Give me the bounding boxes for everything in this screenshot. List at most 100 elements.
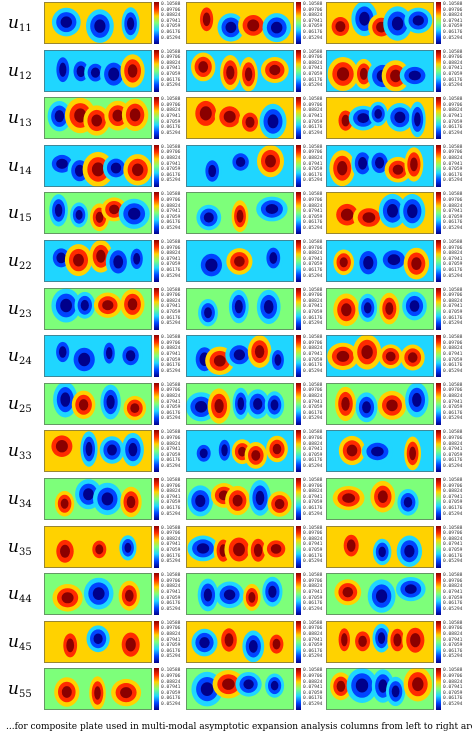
row-label-symbol: u bbox=[8, 251, 19, 271]
colorbar-tick-label: 0.10588 bbox=[303, 430, 323, 436]
figure-row: u13 0.10588 0.09706 0.08824 0.07941 0.07059 0.… bbox=[0, 97, 474, 140]
colorbar-tick-label: 0.10588 bbox=[443, 525, 463, 531]
colorbar-tick-label: 0.10588 bbox=[303, 335, 323, 341]
contour-plot bbox=[186, 620, 294, 663]
colorbar-tick-label: 0.10588 bbox=[161, 240, 181, 245]
colorbar-tick-label: 0.07059 bbox=[161, 24, 181, 30]
figure-row: u22 0.10588 0.09706 0.08824 0.07941 0.07059 0.… bbox=[0, 240, 474, 282]
colorbar-tick-label: 0.10588 bbox=[443, 2, 463, 7]
colorbar-tick-label: 0.05294 bbox=[443, 463, 463, 469]
colorbar-ticks: 0.10588 0.09706 0.08824 0.07941 0.07059 0.061… bbox=[443, 573, 474, 615]
colorbar bbox=[436, 240, 441, 282]
colorbar bbox=[154, 49, 159, 92]
colorbar-tick-label: 0.07059 bbox=[161, 595, 181, 601]
colorbar-tick-label: 0.05294 bbox=[443, 178, 463, 184]
colorbar-tick-label: 0.07059 bbox=[443, 357, 463, 363]
colorbar-ticks: 0.10588 0.09706 0.08824 0.07941 0.07059 0.061… bbox=[161, 50, 195, 92]
row-label: u34 bbox=[8, 484, 44, 514]
colorbar-tick-label: 0.07059 bbox=[443, 643, 463, 649]
colorbar-tick-label: 0.09706 bbox=[161, 435, 181, 441]
row-label-symbol: u bbox=[8, 346, 19, 367]
colorbar-tick-label: 0.05294 bbox=[303, 83, 323, 89]
colorbar-tick-label: 0.08824 bbox=[443, 251, 463, 257]
colorbar-tick-label: 0.09706 bbox=[161, 531, 181, 537]
row-label-subscript: 34 bbox=[18, 499, 32, 510]
colorbar-tick-label: 0.09706 bbox=[161, 245, 181, 251]
contour-plot bbox=[326, 2, 434, 44]
colorbar bbox=[436, 144, 441, 187]
colorbar-tick-label: 0.08824 bbox=[161, 203, 181, 209]
row-label-subscript: 44 bbox=[18, 594, 32, 606]
colorbar-tick-label: 0.06176 bbox=[303, 505, 323, 511]
colorbar-tick-label: 0.10588 bbox=[443, 478, 463, 483]
colorbar-tick-label: 0.08824 bbox=[443, 489, 463, 495]
colorbar-tick-label: 0.06176 bbox=[303, 648, 323, 654]
row-label-symbol: u bbox=[8, 631, 19, 652]
figure-caption: ...for composite plate used in multi-mod… bbox=[6, 722, 472, 732]
colorbar-tick-label: 0.05294 bbox=[443, 701, 463, 707]
colorbar-tick-label: 0.09706 bbox=[303, 578, 323, 584]
row-label: u11 bbox=[8, 8, 44, 38]
row-label: u55 bbox=[8, 674, 44, 704]
colorbar-tick-label: 0.07941 bbox=[161, 256, 181, 262]
colorbar-tick-label: 0.07059 bbox=[303, 452, 323, 458]
colorbar-tick-label: 0.09706 bbox=[303, 340, 323, 346]
colorbar bbox=[154, 335, 159, 378]
colorbar-tick-label: 0.08824 bbox=[443, 155, 463, 161]
colorbar-tick-label: 0.09706 bbox=[443, 102, 463, 108]
colorbar-ticks: 0.10588 0.09706 0.08824 0.07941 0.07059 0.061… bbox=[161, 145, 195, 187]
colorbar-tick-label: 0.05294 bbox=[303, 225, 323, 231]
colorbar-tick-label: 0.07059 bbox=[303, 405, 323, 411]
colorbar-tick-label: 0.07941 bbox=[443, 494, 463, 500]
row-label-subscript: 23 bbox=[18, 308, 32, 320]
colorbar-tick-label: 0.09706 bbox=[161, 55, 181, 61]
colorbar-tick-label: 0.09706 bbox=[303, 435, 323, 441]
colorbar-ticks: 0.10588 0.09706 0.08824 0.07941 0.07059 0.061… bbox=[443, 478, 474, 520]
colorbar-tick-label: 0.08824 bbox=[443, 536, 463, 542]
colorbar bbox=[154, 382, 159, 425]
colorbar-tick-label: 0.10588 bbox=[303, 668, 323, 674]
colorbar bbox=[296, 192, 301, 235]
colorbar-tick-label: 0.06176 bbox=[303, 172, 323, 178]
colorbar-tick-label: 0.09706 bbox=[161, 483, 181, 489]
colorbar-tick-label: 0.05294 bbox=[161, 321, 181, 327]
row-label-subscript: 35 bbox=[18, 546, 32, 558]
colorbar-tick-label: 0.06176 bbox=[443, 601, 463, 607]
colorbar bbox=[154, 430, 159, 473]
colorbar-tick-label: 0.09706 bbox=[303, 293, 323, 299]
colorbar-tick-label: 0.10588 bbox=[303, 2, 323, 7]
row-label: u13 bbox=[8, 103, 44, 133]
colorbar-tick-label: 0.08824 bbox=[303, 346, 323, 352]
colorbar-tick-label: 0.08824 bbox=[161, 108, 181, 114]
colorbar-tick-label: 0.09706 bbox=[443, 245, 463, 251]
colorbar bbox=[154, 97, 159, 140]
colorbar bbox=[154, 478, 159, 520]
colorbar-tick-label: 0.09706 bbox=[443, 197, 463, 203]
colorbar-tick-label: 0.09706 bbox=[303, 245, 323, 251]
figure-row: u23 0.10588 0.09706 0.08824 0.07941 0.07059 0.… bbox=[0, 287, 474, 330]
colorbar-tick-label: 0.08824 bbox=[161, 298, 181, 304]
colorbar-tick-label: 0.09706 bbox=[303, 483, 323, 489]
colorbar-tick-label: 0.06176 bbox=[303, 267, 323, 273]
colorbar-tick-label: 0.06176 bbox=[303, 29, 323, 35]
colorbar-tick-label: 0.10588 bbox=[443, 668, 463, 674]
colorbar-tick-label: 0.07941 bbox=[443, 351, 463, 357]
contour-plot bbox=[44, 97, 152, 140]
colorbar-ticks: 0.10588 0.09706 0.08824 0.07941 0.07059 0.061… bbox=[443, 2, 474, 44]
figure-row: u44 0.10588 0.09706 0.08824 0.07941 0.07059 0.… bbox=[0, 573, 474, 616]
row-label-symbol: u bbox=[8, 536, 19, 557]
colorbar-tick-label: 0.09706 bbox=[443, 150, 463, 156]
colorbar-tick-label: 0.07941 bbox=[161, 447, 181, 453]
colorbar-tick-label: 0.05294 bbox=[443, 130, 463, 136]
figure-row: u45 0.10588 0.09706 0.08824 0.07941 0.07059 0.… bbox=[0, 620, 474, 663]
colorbar-ticks: 0.10588 0.09706 0.08824 0.07941 0.07059 0.061… bbox=[161, 97, 195, 139]
colorbar-tick-label: 0.06176 bbox=[443, 172, 463, 178]
colorbar-ticks: 0.10588 0.09706 0.08824 0.07941 0.07059 0.061… bbox=[443, 526, 474, 568]
contour-plot bbox=[326, 430, 434, 473]
colorbar-ticks: 0.10588 0.09706 0.08824 0.07941 0.07059 0.061… bbox=[443, 192, 474, 234]
colorbar-tick-label: 0.06176 bbox=[161, 220, 181, 226]
colorbar-tick-label: 0.07059 bbox=[161, 547, 181, 553]
contour-plot bbox=[186, 49, 294, 92]
colorbar-tick-label: 0.07941 bbox=[303, 256, 323, 262]
row-label: u22 bbox=[8, 246, 44, 276]
